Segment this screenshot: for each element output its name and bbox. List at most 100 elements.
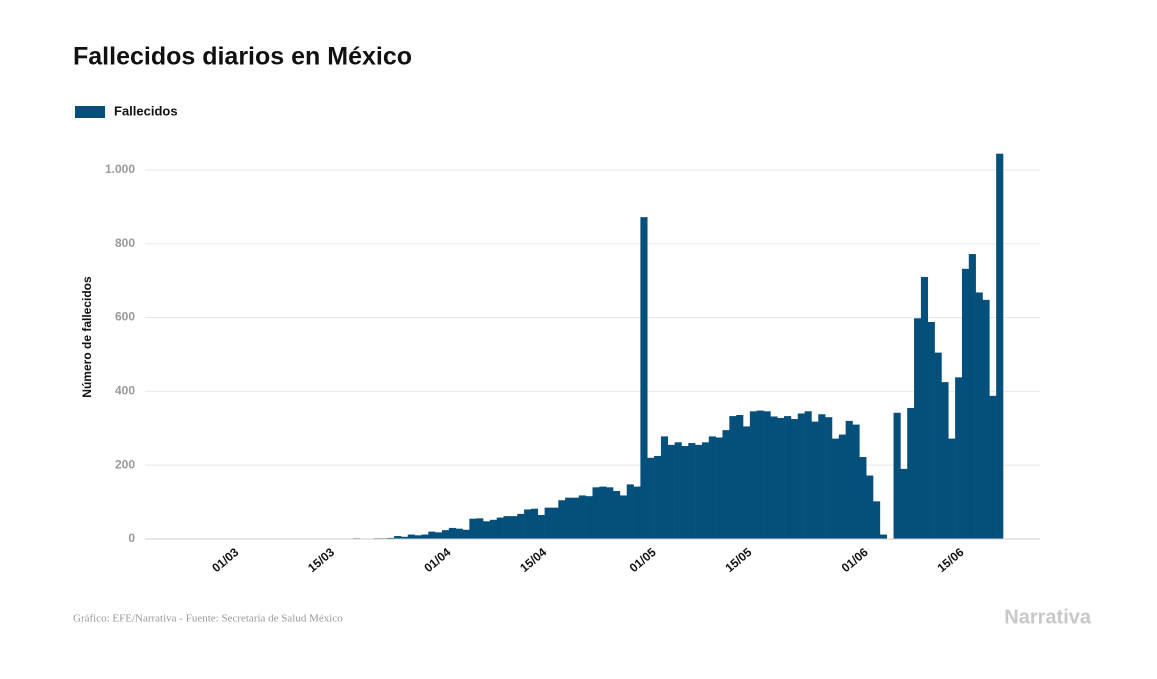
bar [599,487,606,539]
bar [866,476,873,539]
bar [675,442,682,539]
bar [818,414,825,539]
y-tick-label: 0 [128,531,135,545]
x-tick-label: 15/04 [517,545,549,575]
y-tick-label: 200 [115,457,135,471]
bar [551,508,558,539]
x-tick-label: 01/05 [627,545,659,575]
x-tick-label: 15/03 [305,545,337,575]
bar [921,277,928,539]
bar [716,438,723,540]
bar [504,516,511,539]
bar [852,425,859,539]
bar [839,435,846,539]
bar [483,521,490,539]
bar [668,445,675,539]
bar [435,532,442,539]
bar [948,439,955,539]
x-tick-label: 15/06 [934,545,966,575]
y-tick-label: 1.000 [105,162,135,176]
bar [586,496,593,539]
bar [811,422,818,539]
bar [476,518,483,539]
bar [545,508,552,539]
bar [510,516,517,539]
bar [531,509,538,539]
legend-label: Fallecidos [114,103,178,118]
bar [900,469,907,539]
bar [415,535,422,539]
bar [873,501,880,539]
x-tick-label: 01/06 [839,545,871,575]
source: Gráfico: EFE/Narrativa - Fuente: Secreta… [73,613,343,625]
bar [859,457,866,539]
bar [463,530,470,539]
bar [558,500,565,539]
bar [654,456,661,539]
bar [736,415,743,539]
bar [688,443,695,539]
bar [695,445,702,539]
bar [750,411,757,539]
bar [565,498,572,539]
bar [469,519,476,539]
bar [729,416,736,539]
bar [777,418,784,539]
bar [524,509,531,539]
legend-swatch [75,106,105,118]
bar [770,416,777,539]
bar [743,426,750,539]
bar [647,458,654,539]
y-tick-label: 800 [115,236,135,250]
bar [579,495,586,539]
bar [962,269,969,539]
bar [941,382,948,539]
bar [620,495,627,539]
bar [606,487,613,539]
bar [421,535,428,539]
bar [880,535,887,539]
bar [661,436,668,539]
bar [709,436,716,539]
bar [442,530,449,539]
y-axis-label: Número de fallecidos [80,276,94,398]
bar [428,532,435,539]
bar [996,154,1003,539]
bar [490,520,497,539]
bar [449,528,456,539]
chart-title: Fallecidos diarios en México [73,43,412,71]
bar [825,417,832,539]
bar [805,411,812,539]
x-tick-label: 15/05 [722,545,754,575]
bar [914,318,921,539]
y-tick-label: 400 [115,384,135,398]
bar [517,514,524,539]
bar [784,416,791,539]
bar [757,411,764,539]
bar [627,484,634,539]
bar [497,518,504,539]
bar [408,535,415,539]
bar [976,292,983,539]
bar [798,414,805,539]
bar [613,491,620,539]
bar [791,419,798,539]
bar [907,408,914,539]
x-tick-label: 01/04 [421,545,453,575]
bar [593,487,600,539]
bar [722,430,729,539]
bar [982,300,989,539]
bar [928,322,935,539]
bar [640,217,647,539]
bar [832,439,839,539]
x-tick-label: 01/03 [209,545,241,575]
bar [634,487,641,539]
bar [702,442,709,539]
bar [989,396,996,539]
bar [538,515,545,539]
bar [681,446,688,539]
bar [846,421,853,539]
y-tick-label: 600 [115,310,135,324]
bar [894,413,901,539]
